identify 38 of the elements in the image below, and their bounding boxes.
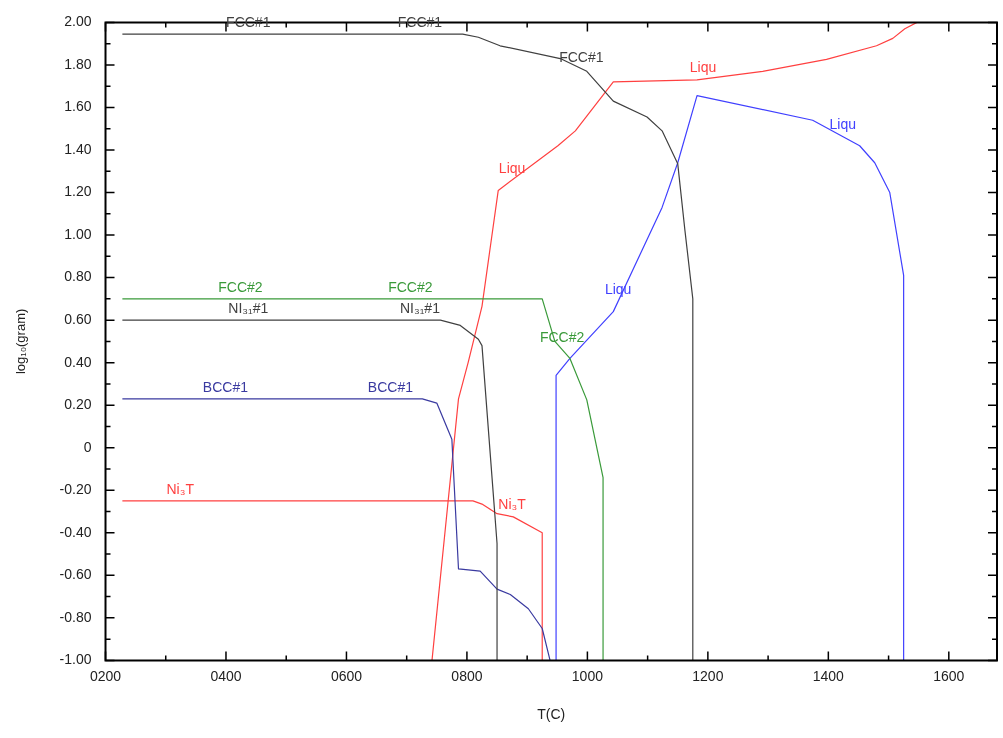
annotation: Ni₃T	[166, 480, 195, 497]
annotation: Ni₃T	[498, 496, 527, 513]
y-tick-label: -0.20	[59, 481, 92, 498]
annotation: BCC#1	[367, 378, 414, 395]
annotation: BCC#1	[202, 378, 249, 395]
y-tick-label: -0.80	[59, 608, 92, 625]
y-tick-label: 1.60	[64, 98, 92, 115]
y-tick-label: 0.20	[64, 396, 92, 413]
annotation: FCC#1	[559, 48, 604, 65]
y-tick-label: 0.40	[64, 353, 92, 370]
x-tick-label: 1000	[571, 667, 604, 684]
x-tick-label: 1200	[692, 667, 724, 684]
y-tick-label: 2.00	[64, 13, 92, 30]
x-tick-label: 0600	[330, 667, 363, 684]
y-tick-label: 1.20	[64, 183, 92, 200]
annotation: FCC#2	[218, 278, 263, 295]
y-tick-label: 1.00	[64, 225, 92, 242]
y-axis-title: log₁₀(gram)	[13, 308, 29, 375]
annotation: Liqu	[498, 159, 526, 176]
y-tick-label: 1.80	[64, 55, 92, 72]
x-tick-label: 1600	[933, 667, 965, 684]
y-tick-label: 1.40	[64, 140, 92, 157]
y-tick-label: -0.40	[59, 523, 92, 540]
annotation: FCC#2	[388, 278, 433, 295]
y-tick-label: -1.00	[59, 651, 92, 668]
x-tick-label: 0400	[210, 667, 242, 684]
annotation: Liqu	[689, 58, 717, 75]
x-axis-title: T(C)	[537, 706, 566, 723]
x-tick-label: 0800	[451, 667, 483, 684]
y-tick-label: 0.60	[64, 310, 92, 327]
x-tick-label: 0200	[89, 667, 122, 684]
annotation: NI₃₁#1	[228, 299, 269, 316]
y-tick-label: 0	[83, 438, 92, 455]
x-tick-label: 1400	[812, 667, 845, 684]
annotation: NI₃₁#1	[399, 299, 441, 316]
annotation: Liqu	[829, 116, 857, 133]
y-tick-label: 0.80	[64, 268, 92, 285]
y-tick-label: -0.60	[59, 566, 92, 583]
